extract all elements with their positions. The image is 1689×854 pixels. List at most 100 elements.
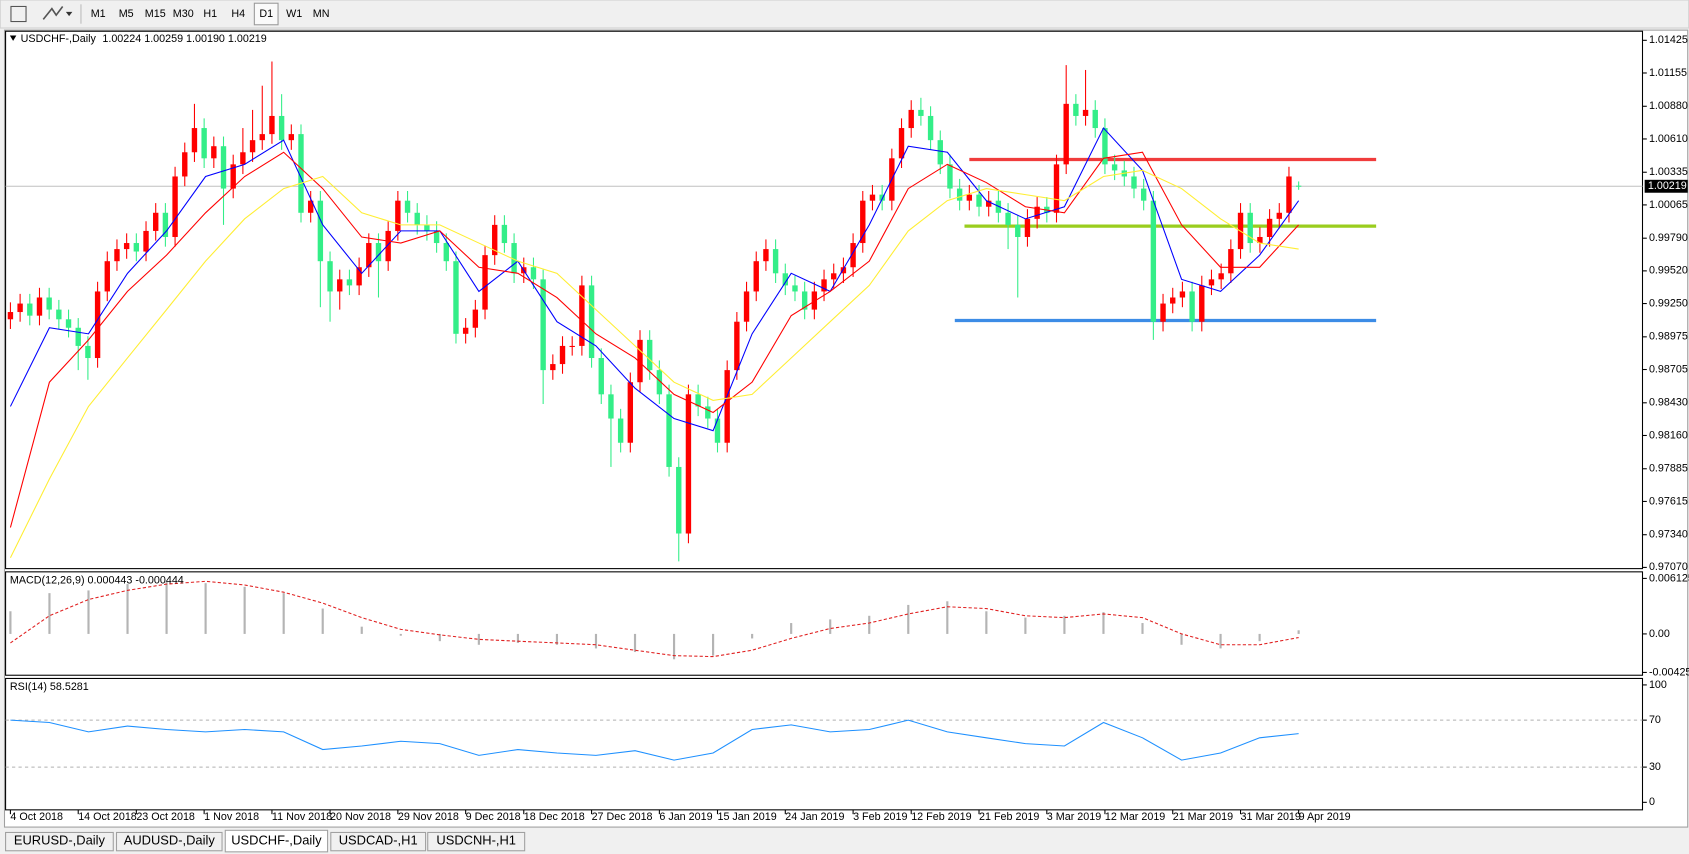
indicator-title: MACD(12,26,9) 0.000443 -0.000444 <box>10 574 184 586</box>
x-tick-label: 29 Nov 2018 <box>398 811 459 823</box>
dropdown-icon[interactable] <box>65 11 73 17</box>
candle-body <box>501 224 508 244</box>
candle-body <box>705 406 711 419</box>
x-tick-label: 21 Feb 2019 <box>979 811 1039 823</box>
moving-average <box>9 169 1299 558</box>
candle-body <box>1015 224 1021 237</box>
y-tick-label: 0.97615 <box>1649 495 1688 507</box>
y-tick-label: 0.00 <box>1649 628 1670 640</box>
macd-bar <box>516 633 519 643</box>
candle-body <box>1247 212 1253 244</box>
tab[interactable] <box>427 831 526 852</box>
candle-body <box>666 394 672 467</box>
candle-body <box>1199 285 1205 322</box>
macd-bar <box>907 604 910 634</box>
y-tick-label: 0.97340 <box>1649 529 1688 541</box>
candle-body <box>753 261 759 292</box>
tab-label[interactable]: USDCAD-,H1 <box>339 832 418 847</box>
symbol: USDCHF-,Daily <box>21 33 97 45</box>
candle-body <box>36 297 43 316</box>
candle-body <box>782 273 788 286</box>
candle-body <box>269 115 275 135</box>
macd-bar <box>204 583 207 634</box>
candle-body <box>860 200 866 244</box>
candle-body <box>46 297 52 310</box>
macd-bar <box>946 601 949 634</box>
macd-bar <box>1141 623 1144 634</box>
macd-bar <box>985 611 988 634</box>
candle-body <box>956 188 963 201</box>
y-tick-label: 0.99790 <box>1649 232 1688 244</box>
x-tick-label: 9 Apr 2019 <box>1299 811 1351 823</box>
tab[interactable] <box>330 831 427 852</box>
candle-body <box>559 345 566 365</box>
timeframe-button[interactable]: H4 <box>231 8 245 20</box>
candle-body <box>1063 103 1069 165</box>
timeframe-active[interactable] <box>253 2 279 26</box>
candle-body <box>792 285 798 292</box>
timeframe-button[interactable]: M5 <box>119 8 134 20</box>
x-tick-label: 1 Nov 2018 <box>204 811 259 823</box>
y-tick-label: 1.00880 <box>1649 100 1688 112</box>
candle-body <box>443 243 449 262</box>
candle-body <box>608 394 614 419</box>
macd-bar <box>1180 633 1183 645</box>
candle-body <box>453 261 459 334</box>
x-tick-label: 4 Oct 2018 <box>10 811 63 823</box>
timeframe-button[interactable]: M15 <box>145 8 166 20</box>
candle-body <box>482 255 488 310</box>
candle-body <box>811 291 818 310</box>
candle-body <box>472 309 479 328</box>
macd-bar <box>1024 617 1027 634</box>
tab-label[interactable]: AUDUSD-,Daily <box>124 832 216 847</box>
y-tick-label: 1.00610 <box>1649 133 1688 145</box>
rsi-panel <box>5 677 1644 811</box>
tab[interactable] <box>115 831 223 852</box>
candle-body <box>1208 279 1215 286</box>
collapse-arrow[interactable] <box>9 35 17 41</box>
last-price-box <box>1644 179 1688 193</box>
crosshair-icon[interactable] <box>10 5 27 23</box>
moving-average <box>9 151 1300 528</box>
timeframe-button[interactable]: M30 <box>173 8 194 20</box>
y-tick-label: 1.01425 <box>1649 34 1688 46</box>
y-tick-label: 100 <box>1649 679 1667 691</box>
candle-body <box>356 267 362 286</box>
y-tick-label: 0.98160 <box>1649 429 1688 441</box>
chart-type-icon[interactable] <box>42 5 64 20</box>
tab-label[interactable]: USDCHF-,Daily <box>231 832 322 847</box>
candle-body <box>656 370 663 395</box>
timeframe-button[interactable]: H1 <box>203 8 217 20</box>
tab-label[interactable]: EURUSD-,Daily <box>14 832 106 847</box>
tab[interactable] <box>5 831 114 852</box>
candle-body <box>337 279 343 292</box>
macd-bar <box>672 633 676 660</box>
candle-body <box>346 279 353 286</box>
tab-label[interactable]: USDCNH-,H1 <box>436 832 516 847</box>
candle-body <box>1286 176 1292 213</box>
candle-body <box>414 212 420 225</box>
macd-bar <box>790 623 793 634</box>
candle-body <box>550 364 556 371</box>
timeframe-button[interactable]: W1 <box>286 8 302 20</box>
timeframe-button[interactable]: M1 <box>91 8 106 20</box>
candle-body <box>123 243 130 250</box>
y-tick-label: 0.97070 <box>1649 561 1688 573</box>
timeframe-button[interactable]: D1 <box>259 8 273 20</box>
candle-body <box>908 109 914 129</box>
tab-active[interactable] <box>224 829 329 853</box>
candle-body <box>366 243 372 268</box>
macd-bar <box>751 633 754 639</box>
candle-body <box>143 230 149 252</box>
candle-body <box>598 358 604 395</box>
candle-body <box>676 466 682 534</box>
y-tick-label: 1.00065 <box>1649 199 1688 211</box>
candle-body <box>191 128 198 153</box>
candle-body <box>433 230 440 244</box>
candle-body <box>1073 103 1079 116</box>
macd-bar <box>477 633 480 645</box>
y-tick-label: 1.00335 <box>1649 166 1688 178</box>
timeframe-button[interactable]: MN <box>313 8 330 20</box>
chart-area <box>3 29 1689 828</box>
